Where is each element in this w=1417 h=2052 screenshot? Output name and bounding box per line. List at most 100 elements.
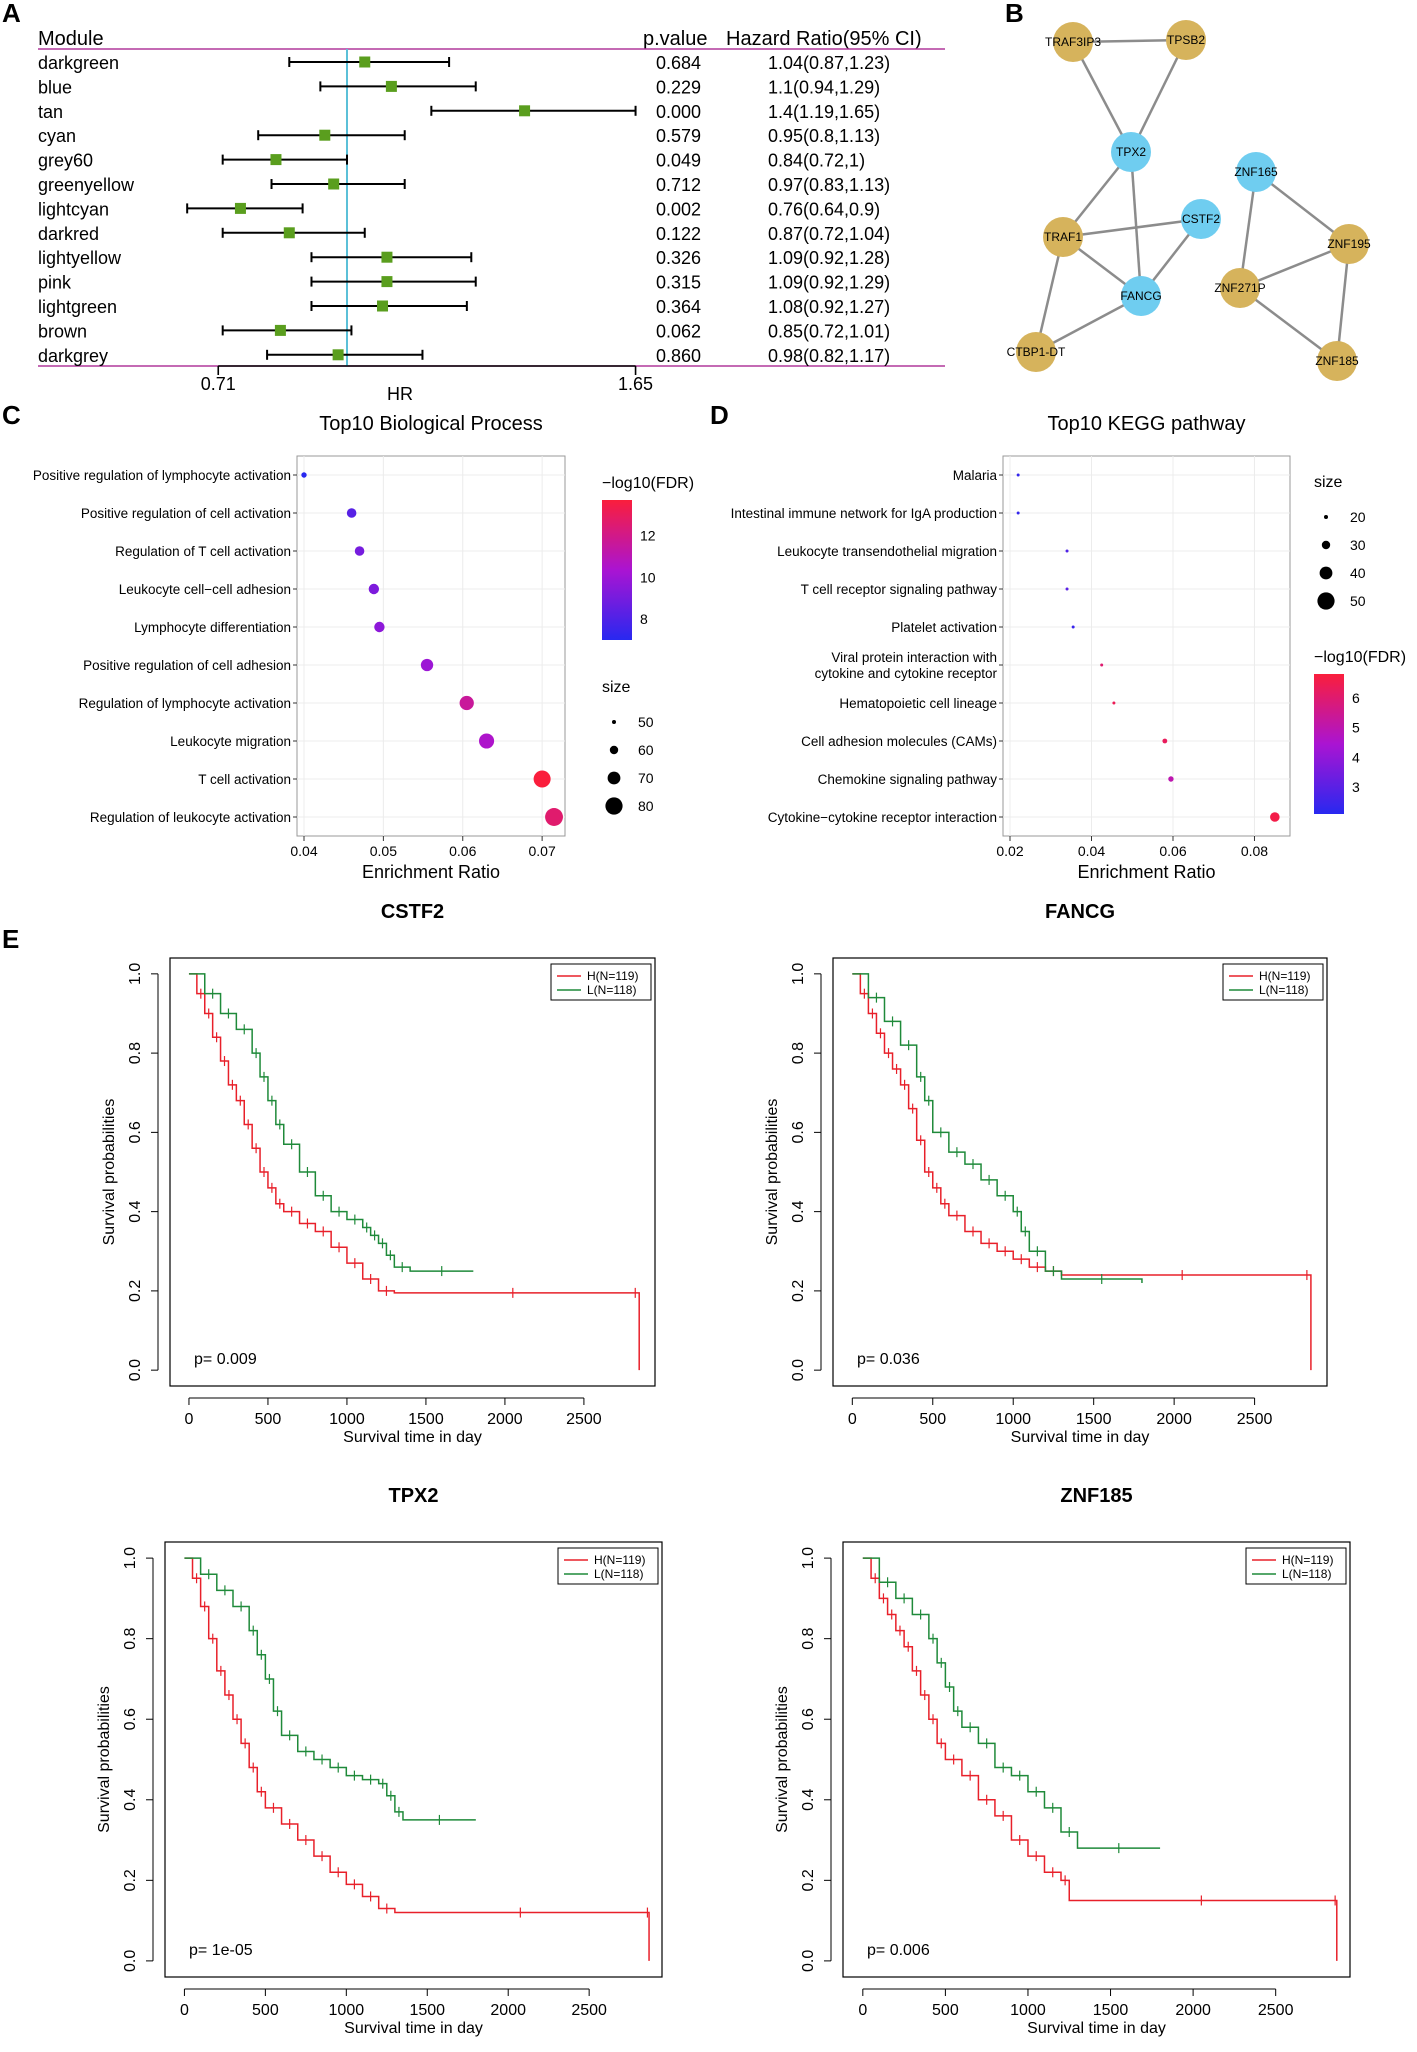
y-tick-label: 0.6 [127,1121,144,1143]
x-tick-label: 1000 [329,2002,365,2019]
x-tick-label: 0.06 [1159,843,1186,859]
x-tick-label: 1500 [408,1411,444,1428]
network-node [1111,132,1151,172]
x-tick-label: 0.05 [370,843,397,859]
hr-ci-label: 0.97(0.83,1.13) [768,175,890,195]
colorbar-bar [602,500,632,640]
node-label: TPX2 [1116,145,1146,159]
network-node [1317,341,1357,381]
survival-plot-title: FANCG [1045,901,1115,923]
plot-frame [842,1541,1351,1978]
legend-label: L(N=118) [1259,983,1308,997]
node-label: FANCG [1120,289,1161,303]
x-tick-label: 1.65 [618,374,653,394]
x-tick-label: 2500 [1258,2002,1294,2019]
x-tick-label: 500 [919,1411,946,1428]
survival-plot-znf185: ZNF185 0 500 1000 1500 2000 2500 Survival time … [774,1485,1351,2037]
pvalue-label: 0.000 [656,102,701,122]
panel-a-forest-plot: Module p.value Hazard Ratio(95% CI) darkgre… [38,28,945,404]
x-axis-label: Survival time in day [343,1429,482,1446]
legend-box [557,1547,659,1585]
plot-frame [169,957,656,1387]
x-tick-label: 1500 [1076,1411,1112,1428]
p-value-label: p= 0.006 [867,1942,930,1959]
network-edge [1062,217,1202,239]
module-label: lightgreen [38,297,117,317]
enrichment-dot [545,808,563,826]
colorbar-bar [1314,674,1344,814]
network-node [1181,199,1221,239]
term-label: Regulation of lymphocyte activation [79,696,291,711]
panel-d-dotplot: 0.02 0.04 0.06 0.08 Top10 KEGG pathway Enrich… [731,413,1406,882]
enrichment-dot [1016,473,1020,477]
y-tick-label: 0.6 [790,1121,807,1143]
enrichment-dot [374,621,385,633]
term-label: Positive regulation of cell activation [81,506,291,521]
legend-box [1245,1547,1347,1585]
survival-plot-title: ZNF185 [1060,1485,1132,1507]
enrichment-dot [459,695,474,711]
term-label: Cytokine−cytokine receptor interaction [768,810,997,825]
plot-title: Top10 KEGG pathway [1048,413,1246,435]
enrichment-dot [533,770,551,788]
hr-point [319,129,331,141]
colorbar-tick-label: 8 [640,611,648,627]
p-value-label: p= 0.036 [857,1351,920,1368]
module-label: grey60 [38,151,93,171]
legend-label: H(N=119) [1282,1553,1333,1567]
x-tick-label: 2500 [1237,1411,1273,1428]
term-label: Leukocyte migration [170,734,291,749]
module-label: lightyellow [38,248,122,268]
pvalue-label: 0.315 [656,273,701,293]
panel-letter-e: E [2,924,19,954]
y-tick-label: 0.8 [122,1627,139,1649]
node-label: TPSB2 [1167,33,1205,47]
y-tick-label: 0.8 [800,1627,817,1649]
enrichment-dot [354,546,365,556]
size-legend-label: 70 [638,770,654,786]
survival-plot-title: TPX2 [388,1485,438,1507]
term-label: Leukocyte cell−cell adhesion [119,582,291,597]
colorbar-tick-label: 12 [640,528,656,544]
km-curve-low [862,1557,1161,1849]
hr-ci-label: 1.09(0.92,1.29) [768,273,890,293]
km-curve-high [184,1557,650,1961]
y-tick-label: 0.2 [800,1869,817,1891]
colorbar-tick-label: 10 [640,569,656,585]
hr-point [274,324,286,336]
x-axis-label: Survival time in day [344,2020,483,2037]
legend-label: L(N=118) [594,1567,643,1581]
enrichment-dot [346,508,357,518]
network-node [1236,152,1276,192]
y-tick-label: 0.2 [790,1280,807,1302]
panel-letter-c: C [2,400,21,430]
hr-ci-label: 1.4(1.19,1.65) [768,102,880,122]
km-curve-low [184,1557,476,1821]
legend-label: L(N=118) [587,983,636,997]
pvalue-label: 0.326 [656,248,701,268]
panel-letter-a: A [2,0,21,28]
module-label: darkred [38,224,99,244]
y-axis-label: Survival probabilities [101,1099,118,1246]
hr-ci-label: 1.04(0.87,1.23) [768,53,890,73]
header-pvalue: p.value [643,28,708,50]
legend-label: H(N=119) [1259,969,1310,983]
node-label: ZNF165 [1234,165,1278,179]
y-tick-label: 0.2 [127,1280,144,1302]
survival-plot-cstf2: CSTF2 0 500 1000 1500 2000 2500 Survival time i… [101,901,656,1446]
y-tick-label: 0.6 [800,1708,817,1730]
term-label: Viral protein interaction with cytokine a… [815,650,998,681]
colorbar-tick-label: 5 [1352,720,1360,736]
hr-point [381,276,393,288]
module-label: tan [38,102,63,122]
hr-point [359,56,371,68]
colorbar-tick-label: 4 [1352,749,1360,765]
header-hazard-ratio: Hazard Ratio(95% CI) [726,28,922,50]
y-tick-label: 0.2 [122,1869,139,1891]
panel-e-survival-plots: CSTF2 0 500 1000 1500 2000 2500 Survival time i… [96,901,1351,2037]
pvalue-label: 0.062 [656,321,701,341]
hr-point [377,300,389,312]
x-tick-label: 1500 [409,2002,445,2019]
x-tick-label: 1500 [1093,2002,1129,2019]
